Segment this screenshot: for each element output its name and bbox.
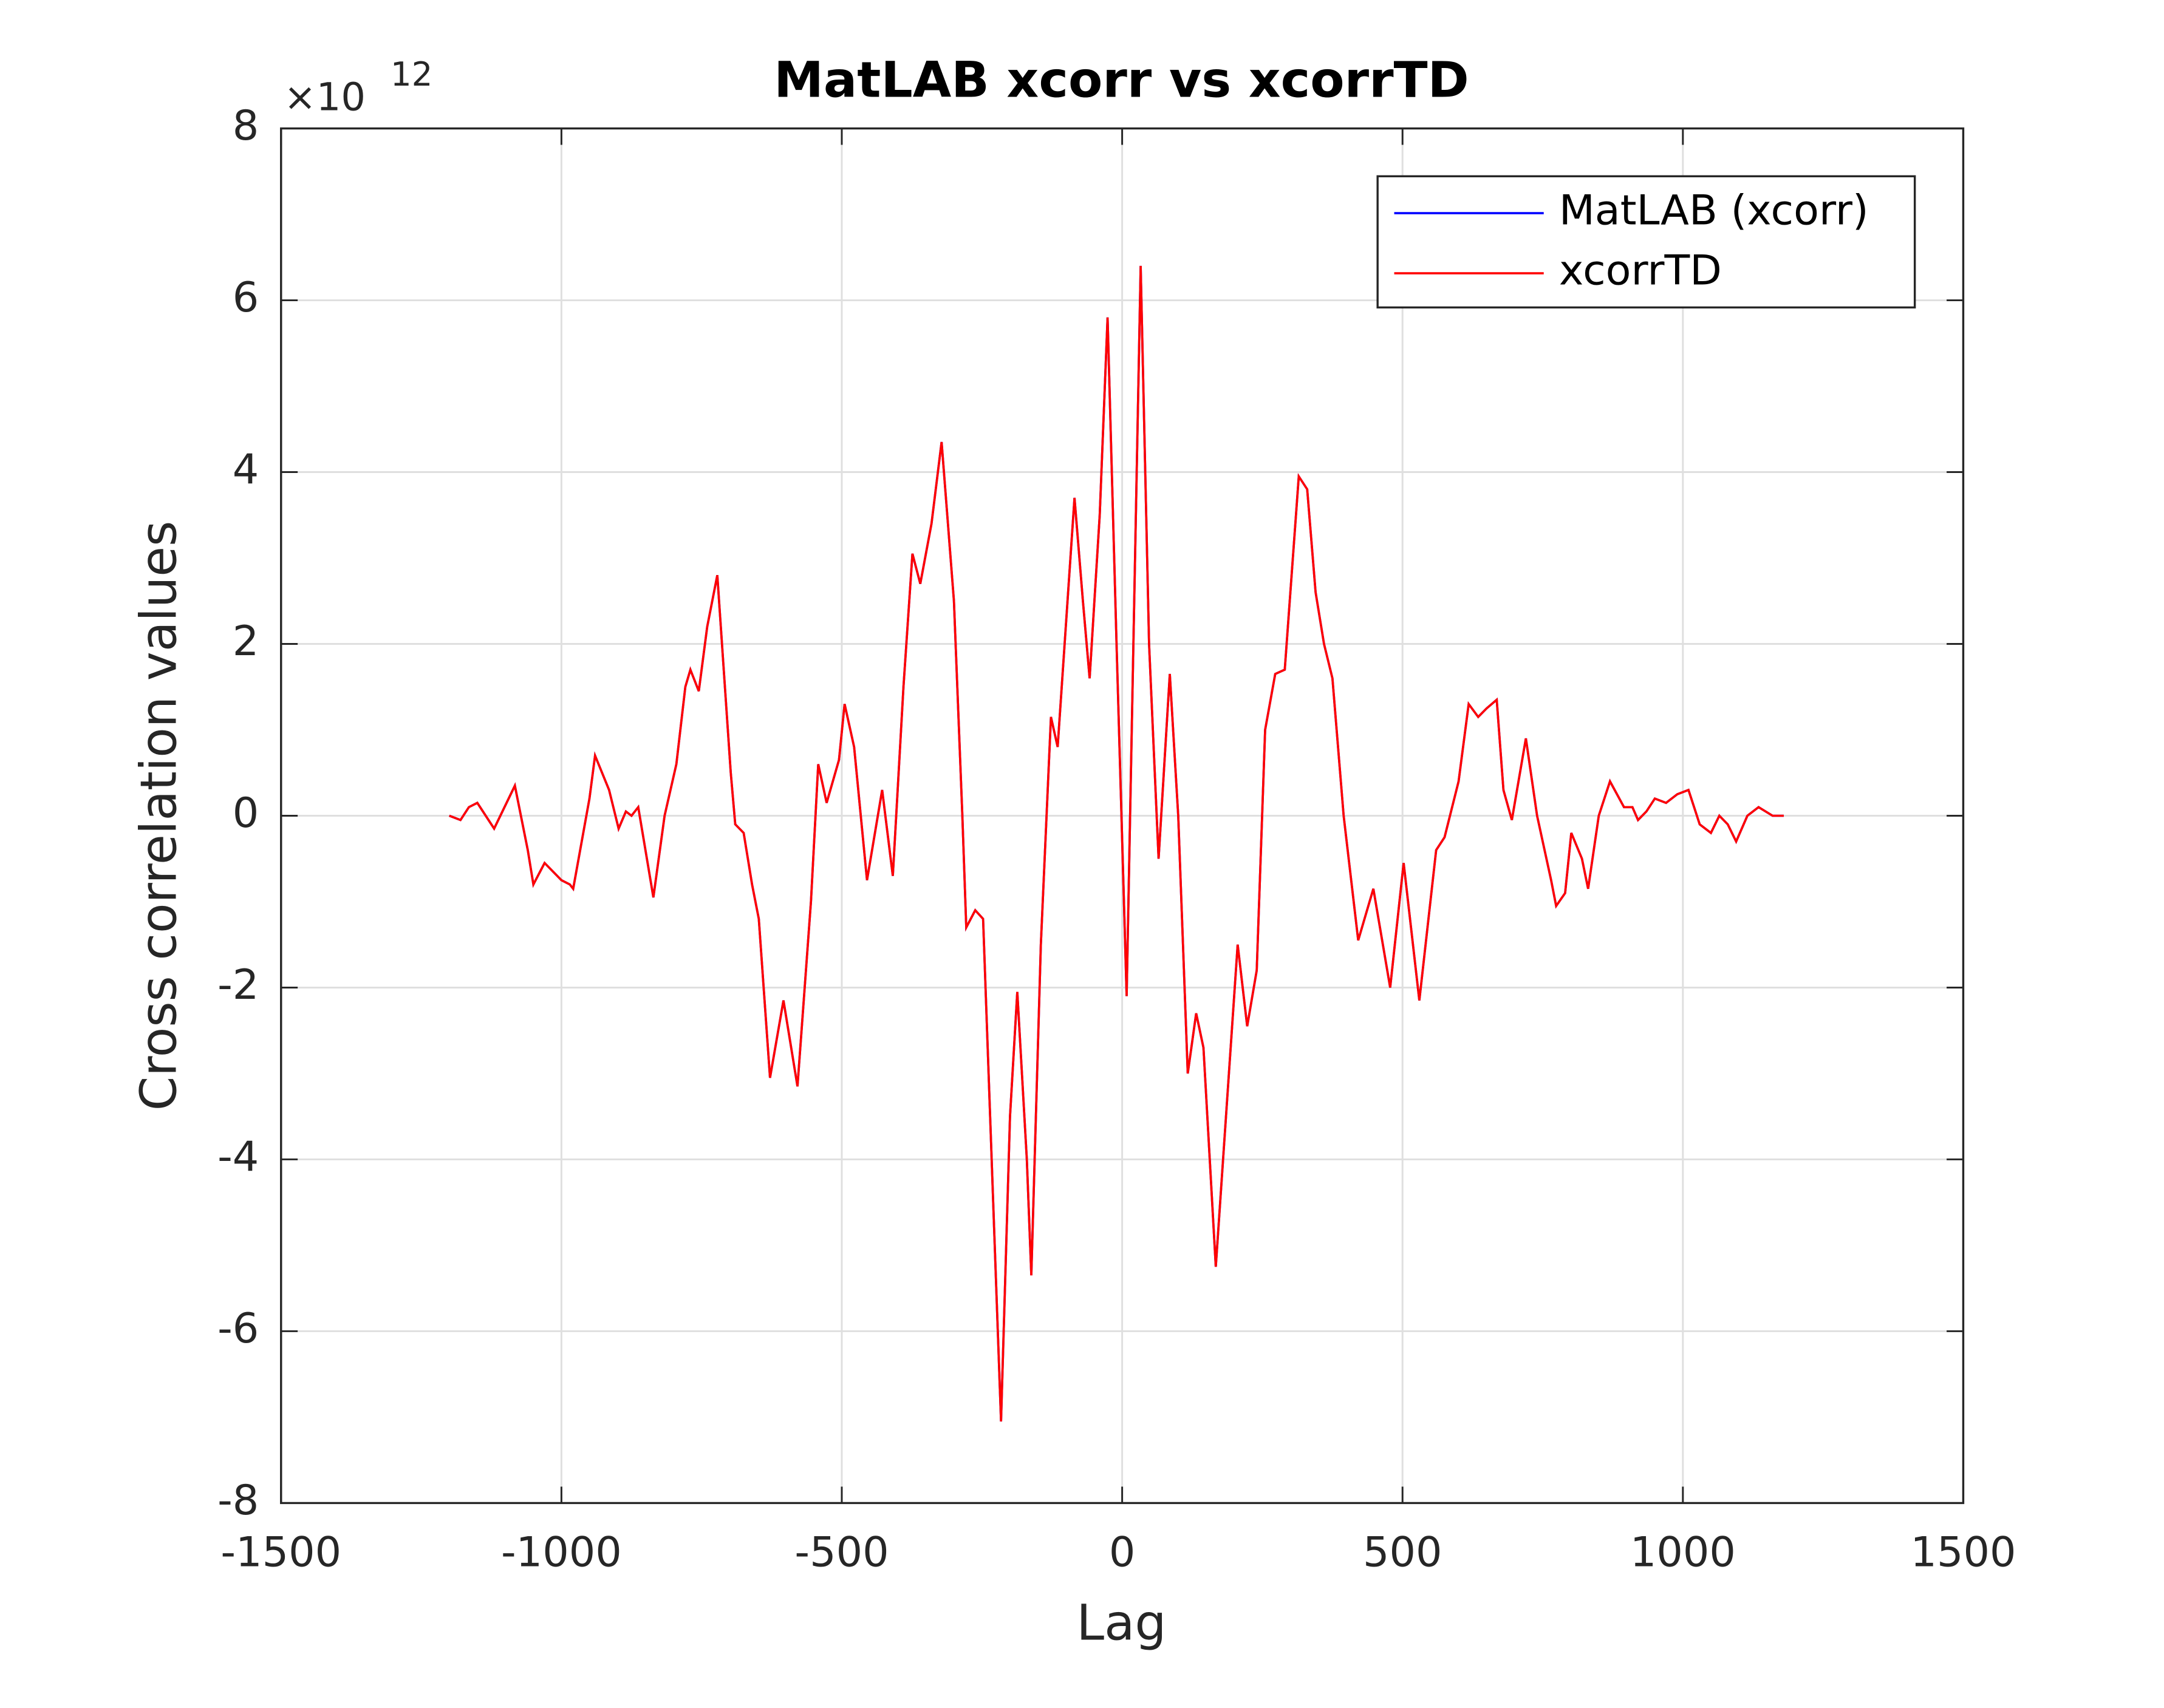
y-tick-label: 2 bbox=[233, 618, 259, 665]
x-tick-label: 1000 bbox=[1630, 1529, 1736, 1577]
y-tick-label: -6 bbox=[217, 1305, 259, 1353]
y-tick-label: -4 bbox=[217, 1133, 259, 1181]
y-multiplier-power: 12 bbox=[391, 55, 433, 94]
plot-frame bbox=[280, 127, 1965, 1505]
y-axis-label: Cross correlation values bbox=[130, 521, 188, 1111]
y-tick-label: 0 bbox=[233, 789, 259, 837]
y-tick-label: -8 bbox=[217, 1477, 259, 1525]
legend-label: xcorrTD bbox=[1559, 247, 1722, 295]
x-tick-label: -1500 bbox=[220, 1529, 341, 1577]
chart-title: MatLAB xcorr vs xcorrTD bbox=[774, 52, 1469, 109]
y-tick-label: -2 bbox=[217, 961, 259, 1009]
x-tick-label: -1000 bbox=[501, 1529, 622, 1577]
data-line bbox=[449, 265, 1784, 1422]
y-tick-label: 4 bbox=[233, 446, 259, 494]
x-tick-label: 500 bbox=[1363, 1529, 1442, 1577]
y-tick-label: 8 bbox=[233, 102, 259, 150]
x-tick-label: -500 bbox=[794, 1529, 889, 1577]
x-tick-label: 1500 bbox=[1910, 1529, 2016, 1577]
y-tick-label: 6 bbox=[233, 274, 259, 322]
x-tick-label: 0 bbox=[1109, 1529, 1136, 1577]
legend-label: MatLAB (xcorr) bbox=[1559, 187, 1869, 235]
x-axis-label: Lag bbox=[1076, 1594, 1166, 1652]
y-multiplier-base: ×10 bbox=[284, 75, 366, 120]
legend-box bbox=[1376, 175, 1916, 309]
